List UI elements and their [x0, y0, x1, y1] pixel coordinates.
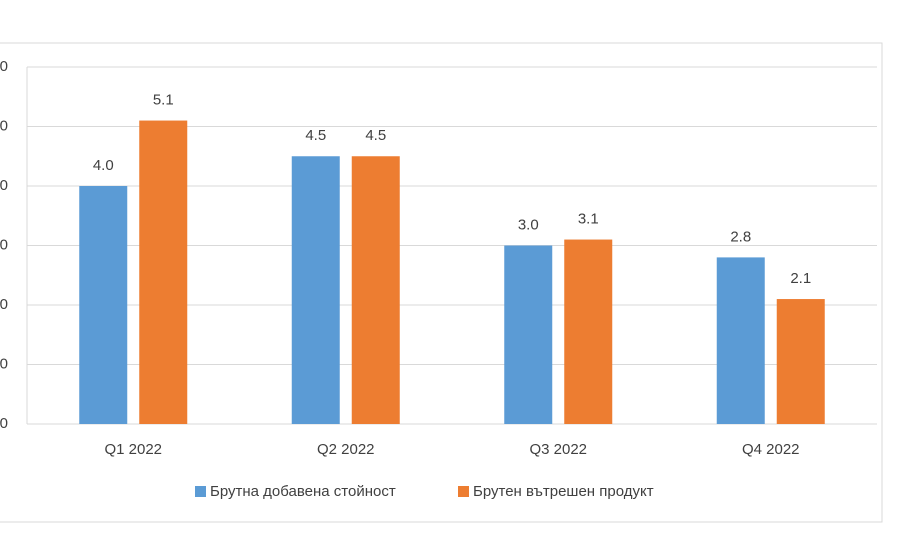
y-tick-label: 4.0 [0, 177, 8, 194]
bar [504, 245, 553, 424]
y-tick-label: 2.0 [0, 296, 8, 313]
value-label: 3.0 [518, 216, 539, 233]
value-label: 4.5 [305, 127, 326, 144]
bar [351, 156, 400, 424]
bar [716, 257, 765, 424]
bar [776, 299, 825, 424]
legend-label: Брутен вътрешен продукт [473, 483, 654, 500]
value-label: 2.1 [790, 270, 811, 287]
x-tick-label: Q4 2022 [742, 441, 800, 458]
bar [79, 186, 128, 424]
legend-swatch [195, 486, 206, 497]
bar [139, 120, 188, 425]
x-tick-label: Q3 2022 [529, 441, 587, 458]
y-tick-label: 1.0 [0, 355, 8, 372]
legend-label: Брутна добавена стойност [210, 483, 396, 500]
bar [291, 156, 340, 424]
legend-swatch [458, 486, 469, 497]
value-label: 4.5 [365, 127, 386, 144]
y-tick-label: 6.0 [0, 58, 8, 75]
value-label: 5.1 [153, 92, 174, 109]
y-tick-label: 3.0 [0, 236, 8, 253]
value-label: 2.8 [730, 228, 751, 245]
y-tick-label: 5.0 [0, 117, 8, 134]
y-tick-label: 0.0 [0, 415, 8, 432]
value-label: 3.1 [578, 211, 599, 228]
x-tick-label: Q2 2022 [317, 441, 375, 458]
value-label: 4.0 [93, 157, 114, 174]
x-tick-label: Q1 2022 [104, 441, 162, 458]
bar [564, 239, 613, 424]
